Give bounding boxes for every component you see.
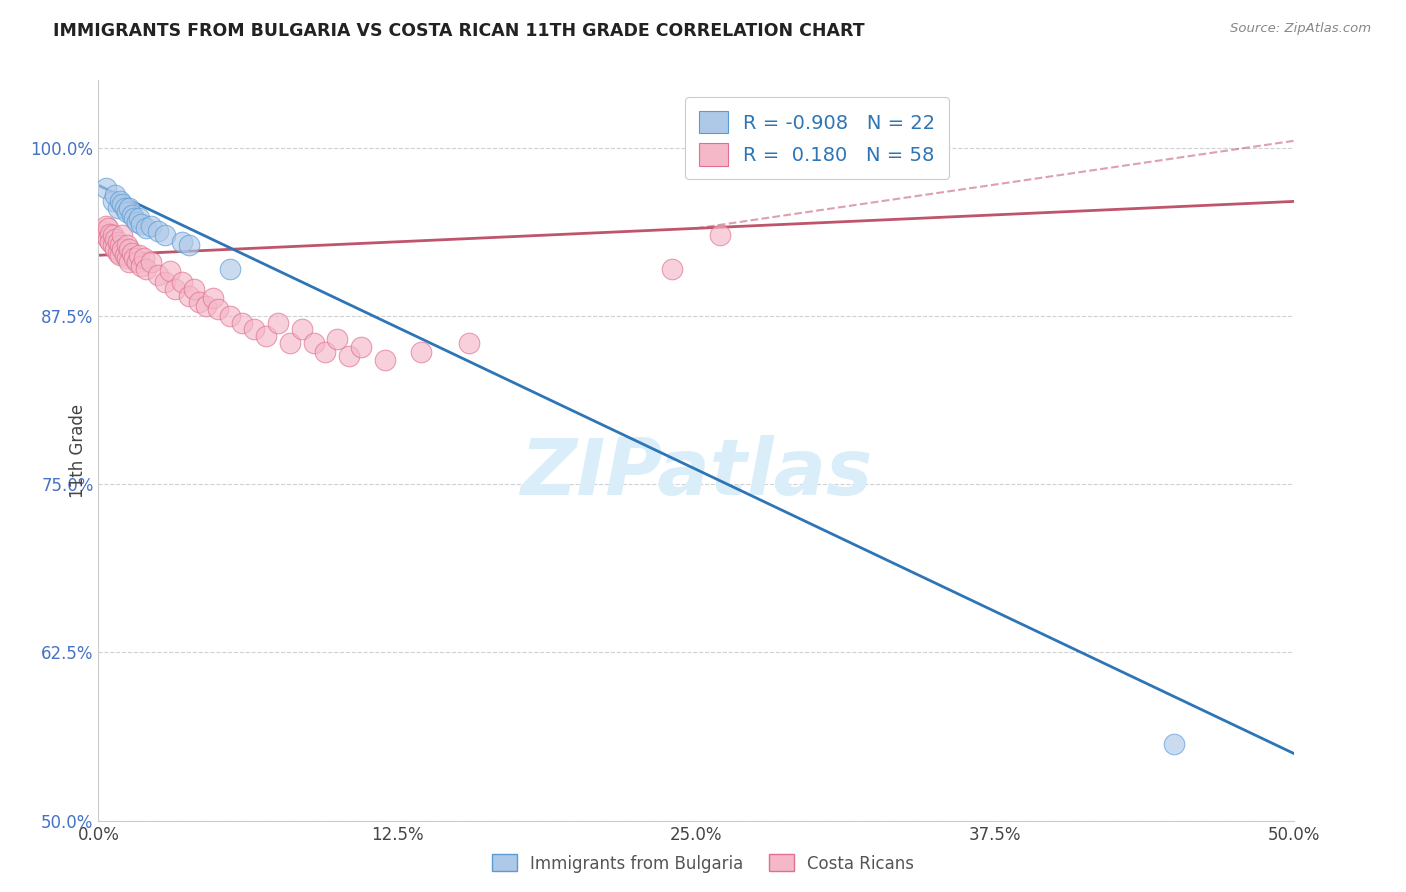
Point (1163, 737, 1185, 751)
Point (315, 345, 337, 359)
Point (108, 237, 131, 252)
Point (114, 201, 136, 215)
Point (97, 232, 120, 246)
Point (131, 217, 153, 231)
Text: Source: ZipAtlas.com: Source: ZipAtlas.com (1230, 22, 1371, 36)
Point (114, 248, 136, 262)
Point (139, 219, 162, 233)
Point (254, 329, 277, 343)
Point (135, 261, 157, 276)
Point (411, 345, 433, 359)
Point (291, 322, 314, 336)
Point (278, 335, 301, 350)
Point (172, 235, 194, 249)
Point (111, 242, 134, 256)
Point (243, 322, 266, 336)
Point (115, 251, 138, 265)
Point (104, 187, 127, 202)
Point (219, 261, 242, 276)
Text: ZIPatlas: ZIPatlas (520, 434, 872, 511)
Point (179, 237, 201, 252)
Legend: R = -0.908   N = 22, R =  0.180   N = 58: R = -0.908 N = 22, R = 0.180 N = 58 (685, 97, 949, 179)
Point (115, 237, 138, 252)
Point (187, 295, 209, 310)
Point (179, 288, 201, 302)
Point (108, 248, 131, 262)
Point (104, 232, 127, 246)
Point (661, 261, 683, 276)
Point (195, 300, 218, 314)
Point (107, 245, 129, 260)
Point (202, 291, 225, 305)
Point (107, 201, 129, 215)
Point (98, 235, 122, 249)
Point (111, 197, 134, 211)
Point (121, 208, 143, 222)
Point (98, 227, 122, 241)
Point (374, 353, 396, 368)
Point (339, 349, 361, 363)
Point (107, 235, 129, 249)
Y-axis label: 11th Grade: 11th Grade (69, 403, 87, 498)
Point (101, 237, 124, 252)
Point (121, 245, 143, 260)
Point (125, 214, 148, 228)
Point (124, 211, 146, 225)
Point (709, 228, 731, 243)
Point (128, 248, 150, 262)
Point (183, 282, 205, 296)
Point (159, 264, 181, 278)
Point (148, 268, 170, 283)
Point (155, 275, 177, 289)
Point (91, 224, 114, 238)
Point (104, 242, 127, 256)
Point (155, 228, 177, 243)
Point (115, 205, 138, 219)
Point (207, 302, 229, 317)
Point (108, 194, 131, 209)
Point (350, 340, 373, 354)
Legend: Immigrants from Bulgaria, Costa Ricans: Immigrants from Bulgaria, Costa Ricans (485, 847, 921, 880)
Point (101, 194, 124, 209)
Point (94, 219, 117, 233)
Point (97, 221, 120, 235)
Point (111, 228, 134, 243)
Point (94, 228, 117, 243)
Point (172, 275, 194, 289)
Point (163, 282, 186, 296)
Point (132, 251, 155, 265)
Point (302, 335, 325, 350)
Point (139, 255, 162, 269)
Point (148, 224, 170, 238)
Point (135, 221, 157, 235)
Point (125, 255, 148, 269)
Point (101, 228, 124, 243)
Point (267, 316, 290, 330)
Point (118, 201, 141, 215)
Point (131, 259, 153, 273)
Point (219, 309, 242, 323)
Point (118, 255, 141, 269)
Point (124, 251, 146, 265)
Point (458, 335, 481, 350)
Point (231, 316, 253, 330)
Point (118, 242, 141, 256)
Text: IMMIGRANTS FROM BULGARIA VS COSTA RICAN 11TH GRADE CORRELATION CHART: IMMIGRANTS FROM BULGARIA VS COSTA RICAN … (53, 22, 865, 40)
Point (94, 181, 117, 195)
Point (326, 332, 349, 346)
Point (128, 211, 150, 225)
